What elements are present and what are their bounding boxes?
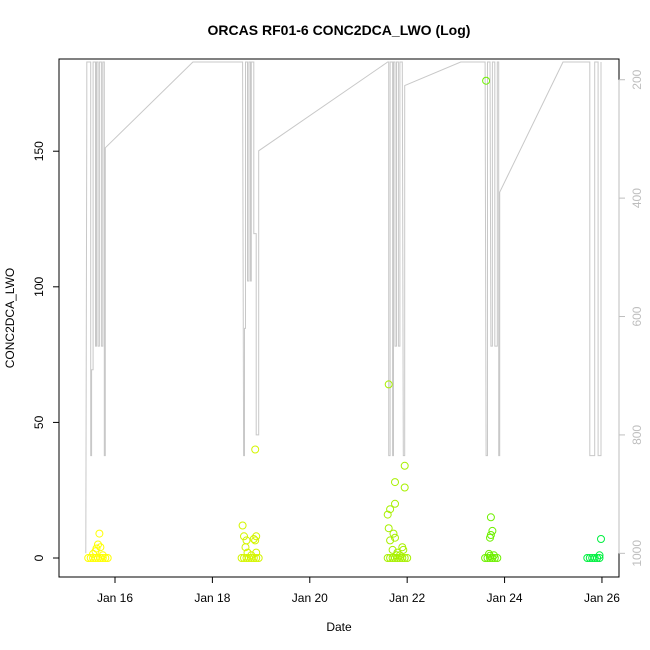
data-point-2 [400, 483, 409, 492]
data-point-3 [489, 551, 498, 560]
data-point-3 [486, 513, 495, 522]
y-axis-label: CONC2DCA_LWO [3, 268, 17, 368]
data-point-1 [249, 535, 258, 543]
data-point-2 [384, 380, 393, 389]
points-layer [84, 76, 605, 562]
x-tick-label: Jan 24 [487, 591, 523, 605]
data-point-0 [98, 551, 107, 560]
data-point-2 [400, 554, 409, 562]
altitude-line [85, 61, 602, 554]
data-point-2 [400, 461, 409, 470]
x-tick-label: Jan 26 [584, 591, 620, 605]
data-point-4 [595, 551, 604, 560]
data-point-2 [391, 533, 399, 542]
data-point-1 [242, 536, 251, 545]
data-point-0 [92, 544, 101, 553]
data-point-1 [254, 554, 263, 562]
data-point-4 [593, 554, 602, 562]
plot-frame [58, 58, 620, 578]
data-point-1 [251, 536, 260, 545]
data-point-2 [391, 499, 399, 508]
data-point-4 [597, 535, 605, 543]
data-point-0 [96, 543, 105, 552]
data-point-2 [384, 524, 393, 533]
y-axis: 0 50 100 150 [32, 141, 60, 561]
data-point-2 [403, 554, 412, 562]
data-point-1 [249, 554, 258, 562]
data-point-0 [95, 529, 104, 538]
x-tick-label: Jan 18 [194, 591, 230, 605]
y2-tick-label: 400 [630, 188, 644, 208]
data-point-2 [391, 478, 399, 487]
x-tick-label: Jan 22 [389, 591, 425, 605]
data-point-2 [388, 545, 397, 554]
data-point-3 [486, 551, 494, 560]
y2-tick-label: 200 [630, 69, 644, 89]
data-point-1 [252, 548, 261, 557]
x-tick-label: Jan 20 [292, 591, 328, 605]
y-tick-label: 150 [32, 141, 46, 161]
y2-tick-label: 600 [630, 306, 644, 326]
data-point-2 [398, 543, 407, 552]
data-point-4 [595, 554, 604, 562]
x-axis-label: Date [326, 620, 352, 634]
data-point-3 [488, 526, 497, 535]
data-point-0 [103, 554, 112, 562]
data-point-1 [247, 551, 256, 560]
y2-tick-label: 1000 [630, 540, 644, 567]
data-point-0 [94, 540, 102, 549]
data-point-4 [590, 554, 599, 562]
data-point-0 [101, 554, 110, 562]
data-point-1 [241, 543, 250, 552]
x-axis: Jan 16 Jan 18 Jan 20 Jan 22 Jan 24 Jan 26 [97, 576, 620, 605]
data-point-1 [252, 532, 261, 541]
data-point-1 [251, 445, 260, 454]
data-point-2 [386, 505, 395, 514]
data-point-1 [238, 521, 247, 530]
y2-axis: 200 400 600 800 1000 [618, 69, 644, 567]
data-point-2 [386, 536, 395, 545]
x-tick-label: Jan 16 [97, 591, 133, 605]
data-point-3 [485, 549, 493, 558]
data-point-3 [486, 531, 495, 539]
data-point-3 [482, 76, 491, 85]
data-point-0 [98, 554, 107, 562]
data-point-2 [383, 510, 392, 519]
data-point-1 [252, 554, 261, 562]
chart-title: ORCAS RF01-6 CONC2DCA_LWO (Log) [208, 22, 471, 38]
y-tick-label: 100 [32, 276, 46, 296]
y-tick-label: 0 [32, 554, 46, 561]
y-tick-label: 50 [32, 415, 46, 429]
altitude-layer [85, 61, 602, 554]
data-point-2 [389, 529, 398, 538]
y2-tick-label: 800 [630, 425, 644, 445]
data-point-1 [240, 532, 248, 541]
